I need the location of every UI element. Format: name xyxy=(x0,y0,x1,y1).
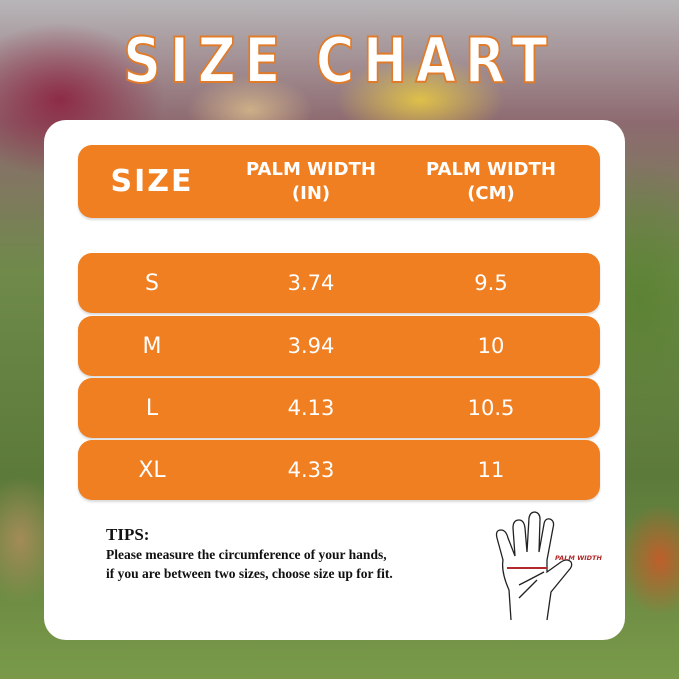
table-row: L 4.13 10.5 xyxy=(78,378,600,438)
table-header: SIZE PALM WIDTH (IN) PALM WIDTH (CM) xyxy=(78,145,600,218)
size-chart-card: SIZE PALM WIDTH (IN) PALM WIDTH (CM) S 3… xyxy=(44,120,625,640)
cell-size: XL xyxy=(138,457,166,483)
cell-in: 4.33 xyxy=(287,458,335,482)
hand-measure-icon: PALM WIDTH xyxy=(495,511,602,621)
cell-cm: 11 xyxy=(477,458,505,482)
header-size: SIZE xyxy=(110,164,194,199)
cell-cm: 10 xyxy=(477,334,505,358)
cell-in: 4.13 xyxy=(287,396,335,420)
cell-cm: 9.5 xyxy=(474,271,508,295)
tips-line-2: if you are between two sizes, choose siz… xyxy=(106,566,393,581)
table-row: XL 4.33 11 xyxy=(78,440,600,500)
cell-size: L xyxy=(145,395,159,421)
page-title: SIZE CHART xyxy=(122,23,556,98)
palm-width-label: PALM WIDTH xyxy=(555,554,602,562)
cell-size: S xyxy=(145,270,159,296)
header-palm-width-cm: PALM WIDTH (CM) xyxy=(426,158,556,204)
header-palm-width-in: PALM WIDTH (IN) xyxy=(246,158,376,204)
cell-in: 3.94 xyxy=(287,334,335,358)
tips-line-1: Please measure the circumference of your… xyxy=(106,547,387,562)
table-row: S 3.74 9.5 xyxy=(78,253,600,313)
cell-size: M xyxy=(142,333,162,359)
tips-section: TIPS: Please measure the circumference o… xyxy=(106,525,393,583)
table-row: M 3.94 10 xyxy=(78,316,600,376)
tips-heading: TIPS: xyxy=(106,525,150,544)
cell-cm: 10.5 xyxy=(467,396,515,420)
cell-in: 3.74 xyxy=(287,271,335,295)
